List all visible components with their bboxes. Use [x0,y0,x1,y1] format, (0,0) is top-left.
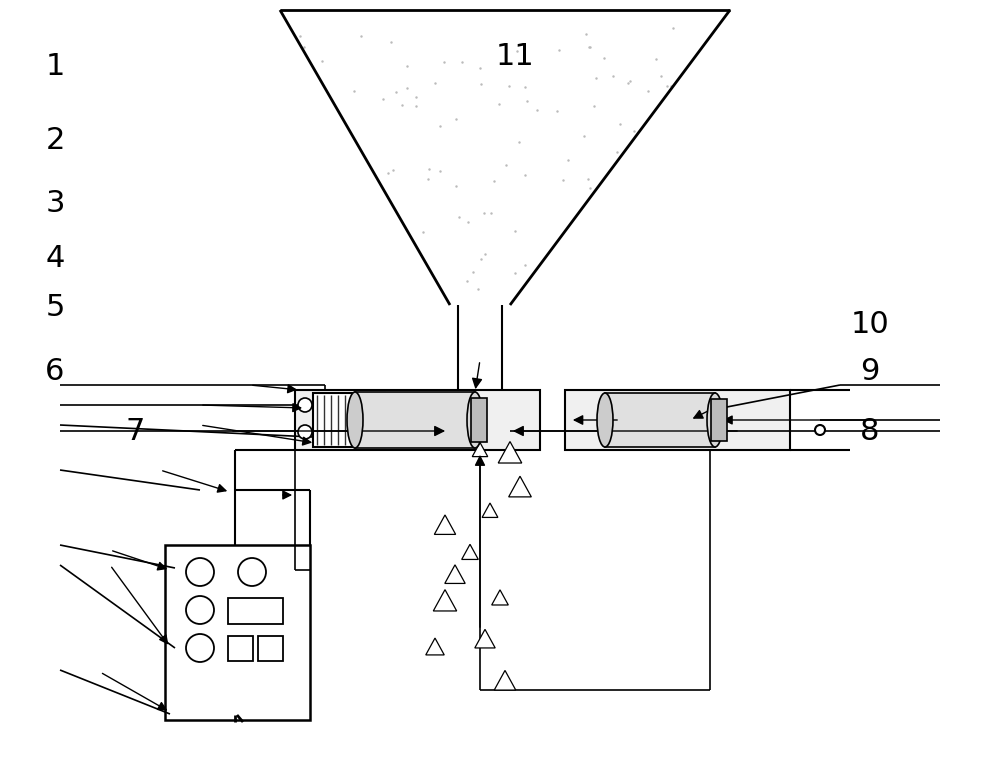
Bar [313,393,385,447]
Bar [295,390,540,450]
Polygon shape [509,476,531,497]
Polygon shape [434,515,456,534]
Polygon shape [426,638,444,655]
Polygon shape [498,442,522,463]
Text: 6: 6 [45,357,65,386]
Circle shape [815,425,825,435]
Bar [565,390,790,450]
Polygon shape [472,442,488,457]
Text: 4: 4 [45,244,65,272]
Circle shape [238,558,266,586]
Bar [355,392,475,448]
Polygon shape [445,565,465,584]
Text: 2: 2 [45,126,65,155]
Circle shape [186,596,214,624]
Polygon shape [475,629,495,648]
Text: 11: 11 [496,43,534,71]
Bar [228,598,283,624]
Bar [165,545,310,720]
Bar [471,398,487,442]
Bar [605,393,715,447]
Polygon shape [492,590,508,605]
Circle shape [186,558,214,586]
Bar [711,399,727,441]
Ellipse shape [347,392,363,448]
Text: 3: 3 [45,189,65,218]
Polygon shape [462,544,478,559]
Circle shape [298,398,312,412]
Ellipse shape [597,393,613,447]
Polygon shape [482,503,498,518]
Text: 1: 1 [45,52,65,80]
Polygon shape [433,590,457,611]
Ellipse shape [707,393,723,447]
Text: 5: 5 [45,293,65,322]
Polygon shape [494,670,516,690]
Text: 9: 9 [860,357,880,386]
Ellipse shape [467,392,483,448]
Text: 10: 10 [851,310,889,339]
Text: 8: 8 [860,417,880,446]
Circle shape [298,425,312,439]
Circle shape [186,634,214,662]
Bar [228,636,253,661]
Text: 7: 7 [125,417,145,446]
Bar [258,636,283,661]
